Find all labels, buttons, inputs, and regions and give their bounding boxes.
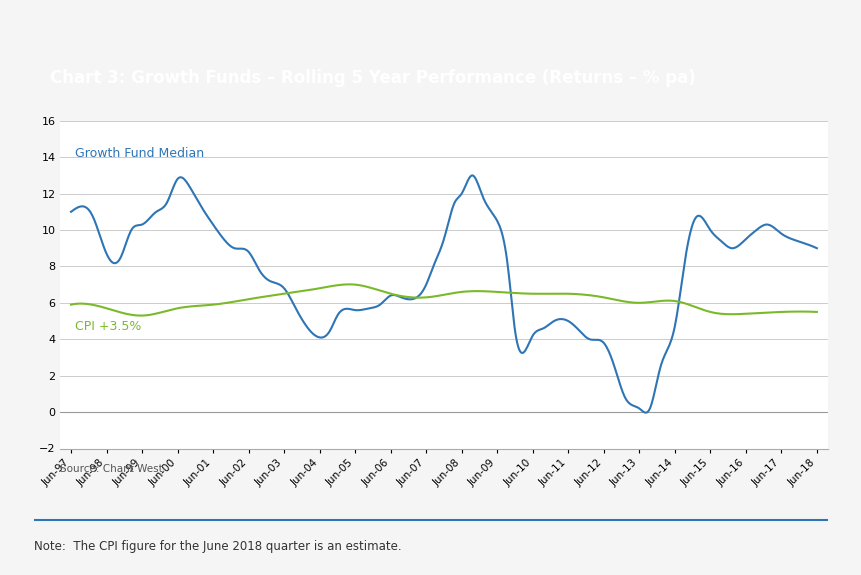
Text: CPI +3.5%: CPI +3.5% <box>74 320 140 333</box>
Text: Source: Chant West: Source: Chant West <box>60 463 163 473</box>
Text: Note:  The CPI figure for the June 2018 quarter is an estimate.: Note: The CPI figure for the June 2018 q… <box>34 540 401 553</box>
Text: Chart 3: Growth Funds – Rolling 5 Year Performance (Returns – % pa): Chart 3: Growth Funds – Rolling 5 Year P… <box>50 68 696 87</box>
Text: Growth Fund Median: Growth Fund Median <box>74 147 203 160</box>
